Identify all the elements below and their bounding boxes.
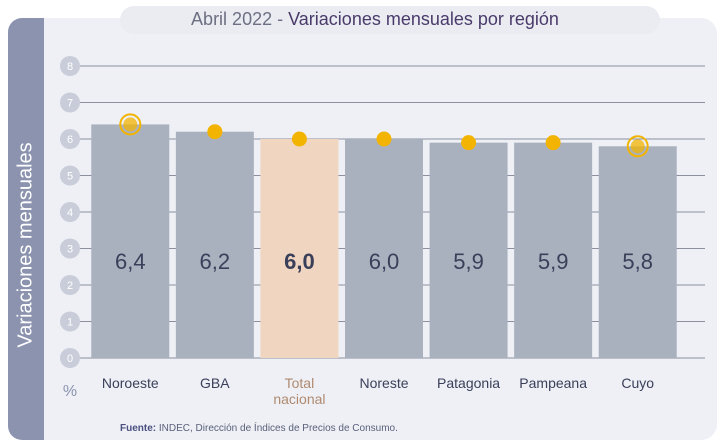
bar [91, 124, 170, 359]
value-label: 6,0 [284, 249, 315, 274]
y-tick-label: 6 [67, 134, 73, 146]
y-label: Variaciones mensuales [14, 142, 36, 347]
x-tick-label: Noreste [359, 375, 409, 391]
marker [291, 131, 307, 147]
title-prefix: Abril 2022 - [191, 9, 283, 29]
bar [345, 139, 423, 358]
y-tick-dot [60, 238, 80, 259]
source: Fuente: INDEC, Dirección de Índices de P… [120, 421, 398, 434]
marker [461, 135, 477, 151]
bar [429, 142, 508, 358]
y-tick-dot [60, 275, 80, 295]
x-tick-label: Patagonia [437, 375, 501, 391]
value-label: 5,9 [538, 249, 569, 274]
y-unit: % [63, 383, 77, 400]
bar [260, 139, 339, 358]
value-label: 5,9 [453, 249, 484, 274]
x-tick-label: Noroeste [101, 375, 159, 391]
y-tick-label: 7 [67, 97, 73, 109]
title-pill [120, 6, 660, 34]
chart-title: Abril 2022 - Variaciones mensuales por r… [191, 9, 559, 29]
value-label: 6,2 [200, 249, 231, 274]
marker-ring [626, 135, 649, 158]
marker-ring [119, 113, 142, 136]
value-label: 6,0 [369, 249, 400, 274]
bar [514, 142, 593, 358]
y-tick-label: 1 [67, 316, 73, 328]
x-tick-label: Total nacional [273, 375, 326, 407]
y-tick-dot [60, 348, 80, 368]
source-label: Fuente: [120, 423, 156, 434]
y-tick-label: 5 [67, 170, 73, 182]
y-band-edge [30, 18, 44, 440]
value-label: 5,8 [622, 249, 653, 274]
marker [123, 117, 138, 132]
marker [630, 139, 645, 154]
marker [376, 131, 392, 147]
y-tick-label: 3 [67, 243, 73, 255]
y-tick-label: 4 [67, 207, 73, 219]
y-tick-dot [60, 56, 80, 76]
source-text: INDEC, Dirección de Índices de Precios d… [159, 421, 398, 434]
bar [175, 131, 254, 358]
x-tick-label: Pampeana [519, 375, 587, 391]
marker [207, 124, 223, 140]
x-tick-label: GBA [200, 375, 230, 391]
y-tick-dot [60, 129, 80, 149]
y-tick-dot [60, 165, 80, 186]
y-tick-label: 8 [67, 61, 73, 73]
y-tick-label: 0 [67, 353, 73, 365]
marker [545, 135, 561, 151]
y-tick-dot [60, 92, 80, 113]
x-tick-label: Cuyo [621, 375, 655, 391]
value-label: 6,4 [115, 249, 146, 274]
bar [598, 146, 677, 358]
title-main: Variaciones mensuales por región [288, 9, 559, 29]
y-tick-label: 2 [67, 280, 73, 292]
y-tick-dot [60, 311, 80, 332]
y-tick-dot [60, 202, 80, 222]
